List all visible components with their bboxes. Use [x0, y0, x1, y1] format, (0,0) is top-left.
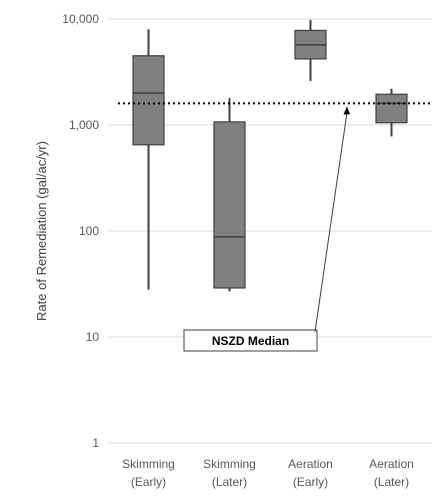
x-category-label: (Later)	[212, 475, 247, 489]
y-tick-label: 10	[86, 330, 100, 344]
annotation-box	[183, 329, 318, 352]
annotation-arrow	[314, 112, 348, 333]
y-tick-label: 10,000	[62, 12, 99, 26]
x-category-label: (Early)	[131, 475, 166, 489]
box-3	[294, 19, 327, 82]
x-category-label: Skimming	[122, 457, 175, 471]
annotation-nszd-median: NSZD Median	[183, 106, 350, 352]
box-series	[132, 19, 408, 292]
y-tick-label: 1,000	[69, 118, 99, 132]
y-tick-label: 1	[92, 436, 99, 450]
x-category-label: Aeration	[369, 457, 414, 471]
box-iqr	[375, 93, 408, 124]
x-category-labels: Skimming (Early) Skimming (Later) Aeration (E…	[122, 457, 414, 489]
x-category-label: Skimming	[203, 457, 256, 471]
box-iqr	[213, 121, 246, 289]
y-tick-labels: 1 10 100 1,000 10,000	[62, 12, 99, 450]
y-tick-label: 100	[79, 224, 99, 238]
x-category-label: Aeration	[288, 457, 333, 471]
box-4	[375, 88, 408, 137]
annotation-arrow-head	[343, 106, 350, 115]
box-1	[132, 29, 165, 290]
x-category-label: (Later)	[374, 475, 409, 489]
box-2	[213, 97, 246, 292]
box-iqr	[132, 55, 165, 146]
y-axis-label: Rate of Remediation (gal/ac/yr)	[34, 141, 49, 321]
annotation-label: NSZD Median	[212, 334, 289, 348]
x-category-label: (Early)	[293, 475, 328, 489]
